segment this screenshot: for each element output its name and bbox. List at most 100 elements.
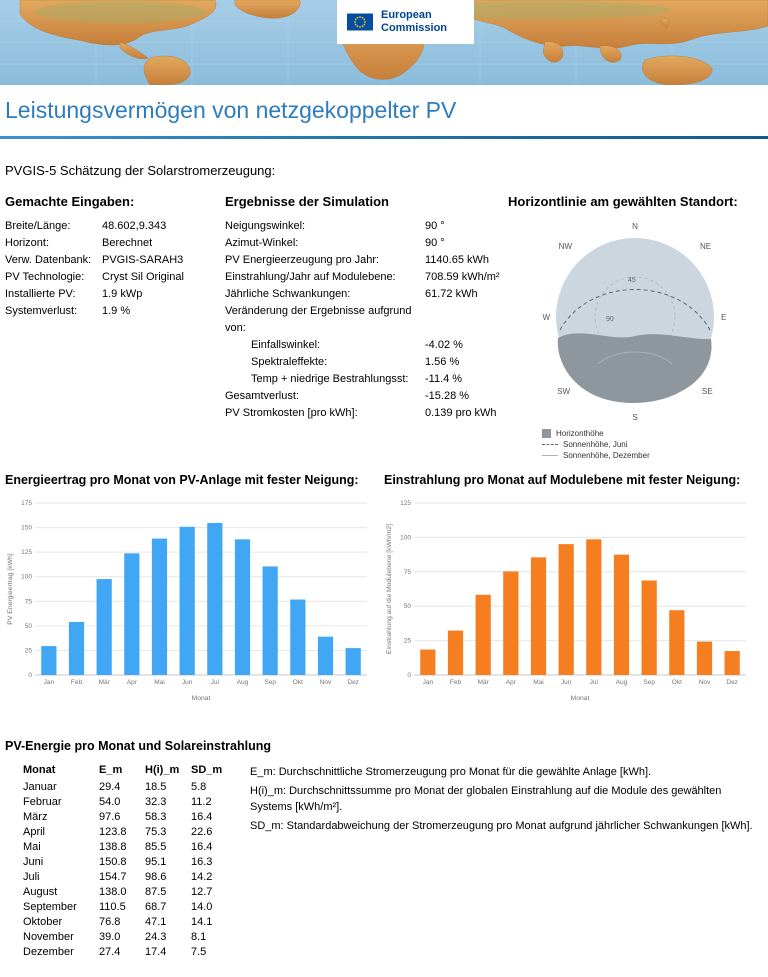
compass-label-nw: NW (559, 242, 573, 251)
legend-label: Horizonthöhe (556, 429, 604, 438)
y-tick-label: 175 (21, 500, 32, 507)
results-section: Ergebnisse der Simulation Neigungswinkel… (225, 194, 508, 461)
bar-Aug (613, 554, 630, 675)
x-tick-label: Sep (264, 679, 276, 686)
bar-Okt (669, 610, 685, 675)
horizon-section: Horizontlinie am gewählten Standort: 45 … (508, 194, 763, 461)
result-value: -15.28 % (425, 390, 470, 402)
inputs-section: Gemachte Eingaben: Breite/Länge: 48.602,… (5, 194, 225, 461)
legend-label: Sonnenhöhe, Dezember (563, 451, 650, 460)
radial-label-45: 45 (628, 277, 636, 284)
page-title: Leistungsvermögen von netzgekoppelter PV (5, 97, 457, 123)
cell-sdm: 16.4 (191, 810, 213, 823)
compass-label-sw: SW (557, 387, 570, 396)
result-value: 1.56 % (425, 356, 460, 368)
legend-item-june: Sonnenhöhe, Juni (542, 439, 763, 450)
horizon-heading: Horizontlinie am gewählten Standort: (508, 194, 738, 209)
y-axis-label: PV Energieertrag [kWh] (7, 553, 14, 625)
result-value: 1140.65 kWh (425, 254, 490, 266)
cell-sdm: 22.6 (191, 825, 213, 838)
cell-em: 29.4 (99, 780, 121, 793)
input-value: 1.9 kWp (102, 288, 143, 300)
table-header-row: Monat E_m H(i)_m SD_m (23, 763, 233, 779)
result-label: Einfallswinkel: (251, 339, 321, 351)
x-axis-label: Monat (192, 695, 211, 702)
input-label: PV Technologie: (5, 271, 85, 283)
x-tick-label: Apr (127, 679, 138, 686)
note-item: H(i)_m: Durchschnittssumme pro Monat der… (250, 784, 722, 813)
x-tick-label: Jan (44, 679, 55, 686)
compass-label-se: SE (702, 387, 713, 396)
bar-Jun (558, 544, 574, 675)
x-tick-label: Jul (590, 679, 599, 686)
cell-sdm: 16.4 (191, 840, 213, 853)
intro-text: PVGIS-5 Schätzung der Solarstromerzeugun… (5, 163, 276, 178)
cell-em: 138.8 (99, 840, 127, 853)
ec-logo-text: European Commission (381, 9, 447, 35)
cell-him: 95.1 (145, 855, 167, 868)
title-divider (0, 136, 768, 139)
y-tick-label: 150 (21, 525, 32, 532)
y-tick-label: 75 (404, 569, 412, 576)
x-tick-label: Nov (320, 679, 332, 686)
result-label: Temp + niedrige Bestrahlungsst: (251, 373, 409, 385)
bar-Okt (290, 599, 306, 675)
june-sun-swatch (542, 444, 558, 445)
y-tick-label: 50 (404, 603, 412, 610)
table-row: Oktober 76.8 47.1 14.1 (23, 914, 233, 929)
result-label: Veränderung der Ergebnisse aufgrund von: (225, 305, 412, 334)
cell-em: 123.8 (99, 825, 127, 838)
result-label: Azimut-Winkel: (225, 237, 299, 249)
x-tick-label: Aug (616, 679, 628, 686)
input-label: Verw. Datenbank: (5, 254, 92, 266)
bar-Mär (96, 579, 112, 675)
result-row: Einstrahlung/Jahr auf Modulebene: 708.59… (225, 269, 508, 286)
result-value: 90 ° (425, 220, 445, 232)
compass-label-ne: NE (700, 242, 711, 251)
cell-sdm: 11.2 (191, 795, 212, 808)
table-row: September 110.5 68.7 14.0 (23, 899, 233, 914)
table-body: Januar 29.4 18.5 5.8 Februar 54.0 32.3 1… (23, 779, 233, 959)
bar-Nov (696, 641, 713, 675)
compass-label-s: S (632, 413, 637, 422)
cell-monat: September (23, 900, 77, 913)
table-notes: E_m: Durchschnittliche Stromerzeugung pr… (233, 765, 763, 838)
table-section: PV-Energie pro Monat und Solareinstrahlu… (0, 739, 768, 959)
sun-path-june (559, 289, 711, 331)
cell-sdm: 14.0 (191, 900, 213, 913)
horizon-profile (557, 333, 712, 404)
cell-sdm: 7.5 (191, 945, 207, 958)
result-value: 0.139 pro kWh (425, 407, 497, 419)
cell-sdm: 16.3 (191, 855, 213, 868)
y-tick-label: 50 (25, 623, 33, 630)
sun-path-december (597, 351, 673, 365)
y-tick-label: 125 (400, 500, 411, 507)
x-tick-label: Apr (506, 679, 517, 686)
table-header-monat: Monat (23, 764, 56, 776)
compass-label-w: W (542, 313, 550, 322)
cell-em: 97.6 (99, 810, 121, 823)
x-tick-label: Feb (71, 679, 83, 686)
result-label: PV Stromkosten [pro kWh]: (225, 407, 358, 419)
bar-Sep (262, 566, 278, 675)
cell-sdm: 12.7 (191, 885, 213, 898)
y-tick-label: 25 (404, 638, 412, 645)
result-row: Temp + niedrige Bestrahlungsst: -11.4 % (225, 371, 508, 388)
x-tick-label: Jun (561, 679, 572, 686)
cell-monat: März (23, 810, 48, 823)
cell-monat: Oktober (23, 915, 63, 928)
y-tick-label: 0 (28, 672, 32, 679)
result-row: Azimut-Winkel: 90 ° (225, 235, 508, 252)
result-label: Spektraleffekte: (251, 356, 328, 368)
title-block: Leistungsvermögen von netzgekoppelter PV (0, 85, 768, 139)
result-label: PV Energieerzeugung pro Jahr: (225, 254, 380, 266)
result-row: Spektraleffekte: 1.56 % (225, 354, 508, 371)
bar-Dez (345, 648, 361, 675)
table-row: Februar 54.0 32.3 11.2 (23, 794, 233, 809)
input-row: Horizont: Berechnet (5, 235, 225, 252)
x-tick-label: Mai (533, 679, 543, 686)
x-axis-label: Monat (571, 695, 590, 702)
result-row: Gesamtverlust: -15.28 % (225, 388, 508, 405)
bar-Feb (447, 630, 464, 675)
result-label: Neigungswinkel: (225, 220, 306, 232)
